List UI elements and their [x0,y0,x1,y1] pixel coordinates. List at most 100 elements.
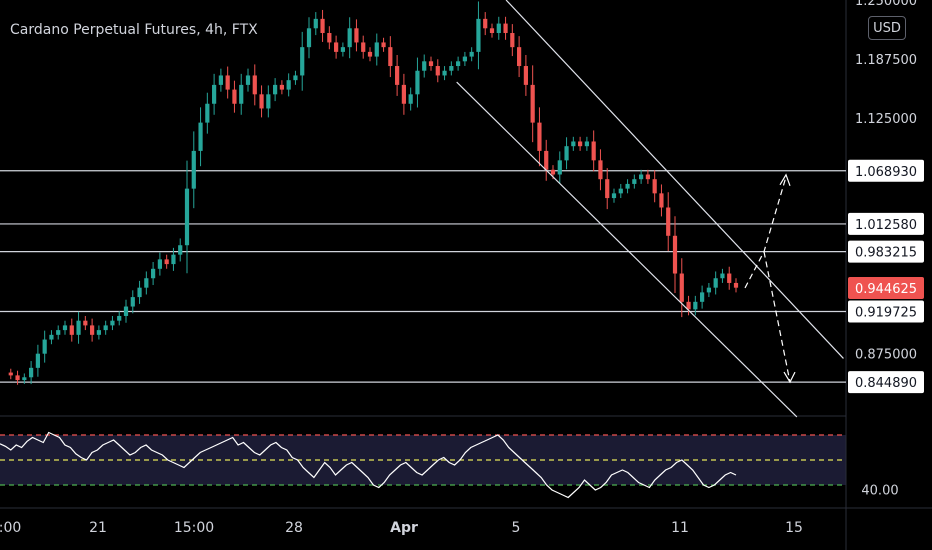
candle-body [8,372,13,376]
candle-body [720,273,725,279]
projection-down-path [763,251,791,383]
candle-body [679,273,684,302]
candle-body [469,51,474,57]
candle-body [117,315,122,321]
candle-body [584,141,589,147]
level-label-0: 1.068930 [855,165,917,180]
time-tick-7: 15 [785,520,803,536]
currency-button[interactable]: USD [868,16,906,40]
candle-body [435,66,440,76]
candle-body [334,42,339,52]
candle-body [537,122,542,151]
last-price-label: 0.944625 [855,282,917,297]
candle-body [205,103,210,123]
candle-body [96,330,101,335]
candle-body [388,47,393,67]
candle-body [462,56,467,62]
candle-body [591,141,596,161]
candle-body [218,75,223,85]
candle-body [313,18,318,29]
time-tick-3: 28 [285,520,303,536]
candle-body [659,193,664,208]
candle-body [361,42,366,52]
candle-body [110,320,115,326]
time-tick-4: Apr [390,520,418,536]
candle-body [198,122,203,151]
candle-body [22,377,27,381]
level-label-box-4 [848,371,924,394]
candle-body [347,28,352,48]
channel-upper-line [505,0,844,359]
time-tick-2: 15:00 [174,520,214,536]
level-label-box-3 [848,300,924,323]
level-label-4: 0.844890 [855,376,917,391]
price-tick-1: 1.187500 [855,53,917,68]
candle-body [733,282,739,288]
candle-body [571,141,576,147]
candle-body [713,278,718,288]
candle-body [29,367,34,378]
candle-body [611,193,617,199]
candle-body [83,320,88,326]
time-tick-5: 5 [512,520,521,536]
candle-body [550,169,556,175]
candle-body [544,150,549,170]
candle-body [456,61,461,67]
candle-body [300,47,305,76]
level-label-1: 1.012580 [855,218,917,233]
candle-body [476,18,481,52]
candle-body [279,84,284,90]
candle-body [137,287,142,298]
candle-body [232,89,237,104]
projection-up-arrowhead [779,173,791,187]
candle-body [56,330,61,335]
candle-body [90,325,95,335]
candle-body [645,174,650,180]
candle-body [35,353,40,368]
candle-body [293,75,298,81]
candle-body [178,245,183,255]
level-label-2: 0.983215 [855,246,917,261]
candle-body [130,297,135,307]
candle-body [306,28,312,48]
candle-body [266,94,271,109]
candle-body [259,94,264,109]
candle-body [510,33,515,48]
candle-body [225,75,230,90]
candle-body [367,51,373,57]
candle-body [184,188,190,246]
candle-body [49,334,54,340]
candle-body [605,179,610,199]
candle-body [212,84,217,104]
candle-body [483,18,488,29]
level-label-3: 0.919725 [855,306,917,321]
candle-body [239,84,244,104]
candle-body [422,61,427,71]
candle-body [517,47,522,67]
candle-body [340,47,345,52]
candle-body [69,325,74,335]
candle-body [374,42,379,57]
candle-body [171,254,176,265]
candle-body [103,325,108,331]
candle-body [727,273,732,283]
candle-body [666,207,671,236]
candle-body [15,375,20,381]
projection-down-arrowhead [783,371,796,384]
candle-body [252,75,257,95]
time-tick-0: :00 [0,520,21,536]
level-label-box-0 [848,159,924,182]
candle-body [62,325,68,331]
candle-body [354,28,359,43]
channel-lower-line [456,81,798,418]
price-tick-0: 1.250000 [855,0,917,9]
candle-body [449,66,454,71]
candle-body [151,268,156,279]
candle-body [273,84,278,95]
candle-body [191,150,196,189]
candle-body [42,339,47,354]
candle-body [428,61,434,67]
level-label-box-2 [848,240,924,263]
